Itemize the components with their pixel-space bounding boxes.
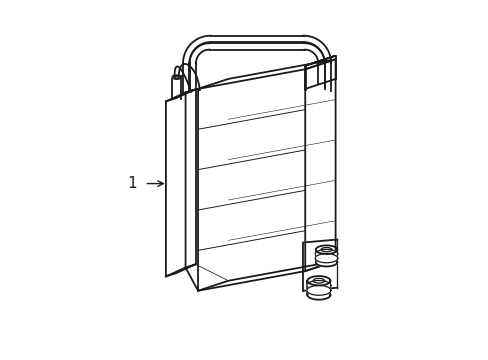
Ellipse shape [315, 249, 337, 258]
Ellipse shape [306, 285, 330, 295]
Ellipse shape [307, 291, 330, 300]
Ellipse shape [306, 280, 330, 290]
Ellipse shape [315, 254, 337, 263]
Ellipse shape [172, 75, 181, 79]
Ellipse shape [315, 258, 337, 266]
Text: 1: 1 [127, 176, 137, 191]
